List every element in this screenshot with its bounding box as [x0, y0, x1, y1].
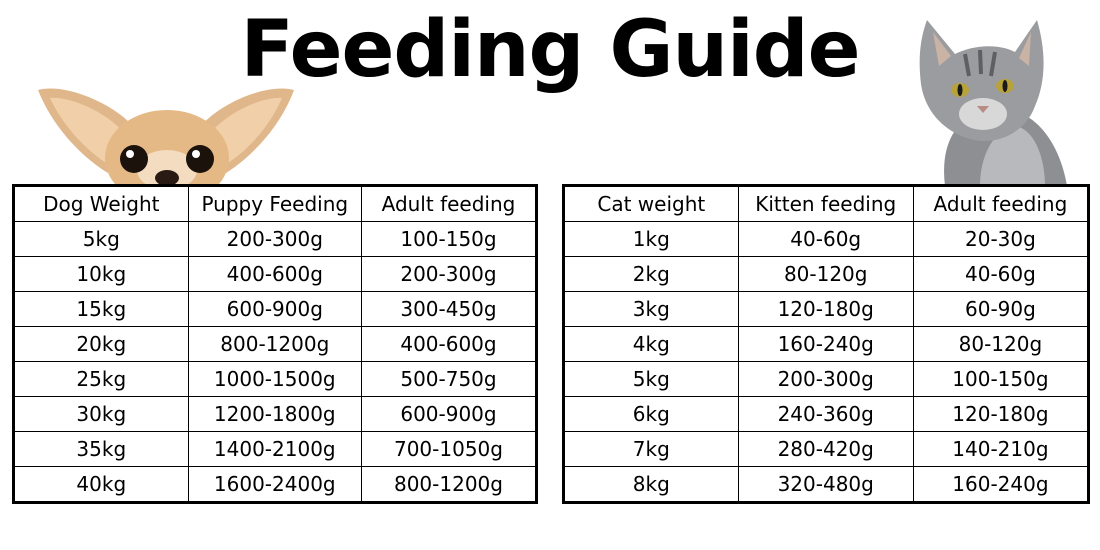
- table-cell: 5kg: [13, 221, 189, 257]
- column-header: Adult feeding: [912, 185, 1090, 222]
- table-row: 10kg 400-600g 200-300g: [13, 256, 538, 292]
- table-cell: 320-480g: [737, 466, 914, 503]
- table-cell: 1000-1500g: [187, 361, 362, 397]
- table-row: 15kg 600-900g 300-450g: [13, 291, 538, 327]
- column-header: Dog Weight: [13, 185, 189, 222]
- table-row: 25kg 1000-1500g 500-750g: [13, 361, 538, 397]
- table-cell: 30kg: [13, 396, 189, 432]
- table-cell: 600-900g: [187, 291, 362, 327]
- table-cell: 800-1200g: [360, 466, 538, 503]
- column-header: Kitten feeding: [737, 185, 914, 222]
- table-row: 5kg 200-300g 100-150g: [563, 361, 1090, 397]
- table-cell: 120-180g: [737, 291, 914, 327]
- table-cell: 7kg: [563, 431, 739, 467]
- column-header: Cat weight: [563, 185, 739, 222]
- table-row: 30kg 1200-1800g 600-900g: [13, 396, 538, 432]
- table-cell: 25kg: [13, 361, 189, 397]
- table-row: 7kg 280-420g 140-210g: [563, 431, 1090, 467]
- table-row: 35kg 1400-2100g 700-1050g: [13, 431, 538, 467]
- table-row: 8kg 320-480g 160-240g: [563, 466, 1090, 503]
- table-header-row: Dog Weight Puppy Feeding Adult feeding: [13, 185, 538, 222]
- table-cell: 2kg: [563, 256, 739, 292]
- table-cell: 100-150g: [912, 361, 1090, 397]
- table-cell: 40kg: [13, 466, 189, 503]
- table-cell: 8kg: [563, 466, 739, 503]
- dog-feeding-table: Dog Weight Puppy Feeding Adult feeding 5…: [12, 184, 538, 504]
- page-title: Feeding Guide: [240, 5, 860, 95]
- table-cell: 1200-1800g: [187, 396, 362, 432]
- table-cell: 280-420g: [737, 431, 914, 467]
- table-row: 3kg 120-180g 60-90g: [563, 291, 1090, 327]
- table-cell: 1600-2400g: [187, 466, 362, 503]
- table-cell: 120-180g: [912, 396, 1090, 432]
- table-cell: 800-1200g: [187, 326, 362, 362]
- table-row: 1kg 40-60g 20-30g: [563, 221, 1090, 257]
- table-cell: 20kg: [13, 326, 189, 362]
- table-cell: 1kg: [563, 221, 739, 257]
- table-cell: 160-240g: [737, 326, 914, 362]
- cat-image: [919, 20, 1067, 186]
- table-cell: 200-300g: [737, 361, 914, 397]
- table-cell: 300-450g: [360, 291, 538, 327]
- table-cell: 700-1050g: [360, 431, 538, 467]
- table-cell: 15kg: [13, 291, 189, 327]
- table-cell: 600-900g: [360, 396, 538, 432]
- chihuahua-image: [38, 88, 294, 188]
- table-cell: 6kg: [563, 396, 739, 432]
- column-header: Adult feeding: [360, 185, 538, 222]
- table-cell: 35kg: [13, 431, 189, 467]
- table-cell: 40-60g: [912, 256, 1090, 292]
- table-row: 2kg 80-120g 40-60g: [563, 256, 1090, 292]
- table-cell: 60-90g: [912, 291, 1090, 327]
- table-cell: 5kg: [563, 361, 739, 397]
- table-cell: 10kg: [13, 256, 189, 292]
- table-cell: 80-120g: [912, 326, 1090, 362]
- table-row: 6kg 240-360g 120-180g: [563, 396, 1090, 432]
- table-cell: 3kg: [563, 291, 739, 327]
- table-cell: 400-600g: [360, 326, 538, 362]
- table-cell: 160-240g: [912, 466, 1090, 503]
- table-row: 5kg 200-300g 100-150g: [13, 221, 538, 257]
- table-header-row: Cat weight Kitten feeding Adult feeding: [563, 185, 1090, 222]
- table-cell: 40-60g: [737, 221, 914, 257]
- table-cell: 200-300g: [360, 256, 538, 292]
- table-cell: 140-210g: [912, 431, 1090, 467]
- table-cell: 500-750g: [360, 361, 538, 397]
- cat-feeding-table: Cat weight Kitten feeding Adult feeding …: [562, 184, 1090, 504]
- table-row: 4kg 160-240g 80-120g: [563, 326, 1090, 362]
- table-cell: 80-120g: [737, 256, 914, 292]
- table-cell: 20-30g: [912, 221, 1090, 257]
- table-cell: 100-150g: [360, 221, 538, 257]
- table-cell: 400-600g: [187, 256, 362, 292]
- table-cell: 1400-2100g: [187, 431, 362, 467]
- table-cell: 4kg: [563, 326, 739, 362]
- table-row: 40kg 1600-2400g 800-1200g: [13, 466, 538, 503]
- column-header: Puppy Feeding: [187, 185, 362, 222]
- table-row: 20kg 800-1200g 400-600g: [13, 326, 538, 362]
- table-cell: 240-360g: [737, 396, 914, 432]
- table-cell: 200-300g: [187, 221, 362, 257]
